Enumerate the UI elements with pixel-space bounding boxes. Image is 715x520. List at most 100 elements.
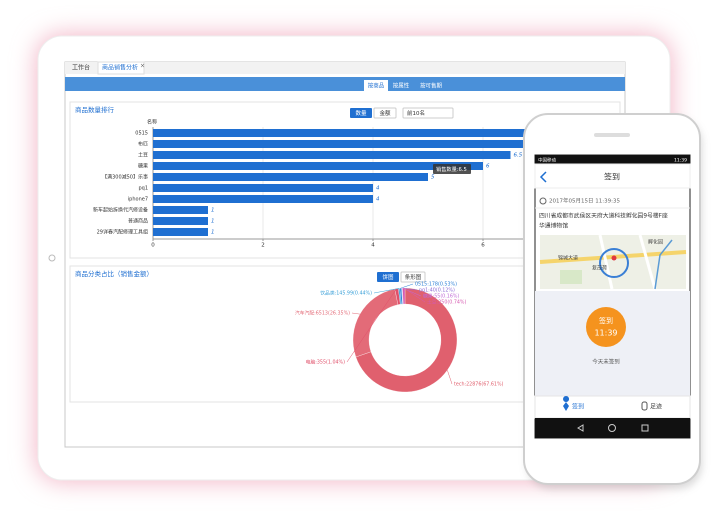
nav-home[interactable] (608, 424, 616, 432)
phone-speaker (594, 133, 630, 137)
address: 华通博物馆 (539, 222, 568, 230)
clock-icon (539, 197, 547, 205)
x-tick-label: 6 (481, 243, 485, 249)
location-range (599, 248, 629, 278)
tab-close[interactable]: × (140, 63, 145, 70)
y-tick-label: 0515 (135, 131, 148, 137)
sub-tab[interactable]: 按属性 (393, 82, 410, 90)
button-active[interactable] (350, 108, 372, 118)
bar-chart: 0246805157布匹7土豆6.5糖果6【满300减50】乐事5pq14iph… (93, 127, 595, 249)
map-label: 孵化园 (648, 239, 663, 246)
data-label: tech:22876(67.61%) (454, 382, 504, 388)
select[interactable] (402, 107, 454, 119)
leader-line (373, 288, 400, 294)
tab[interactable]: 工作台 (72, 64, 90, 72)
checkin-status: 今天未签到 (592, 358, 620, 366)
bar (153, 162, 483, 170)
map-park (560, 270, 582, 284)
location-pin (611, 255, 617, 261)
value-label: 4 (376, 197, 380, 203)
tooltip: 销售数量:6.5 (436, 165, 467, 173)
bar (153, 217, 208, 225)
button[interactable]: 数量 (355, 109, 367, 117)
tooltip-box (433, 164, 471, 174)
value-label: 1 (211, 219, 215, 225)
data-label: 汽车汽配:6513(26.35%) (295, 310, 350, 317)
sub-tab-active[interactable] (364, 80, 388, 91)
bar (153, 228, 208, 236)
clock: 11:39 (674, 158, 687, 164)
nav-recent[interactable] (641, 424, 649, 432)
panel-title: 商品数量排行 (75, 105, 115, 114)
nav-item[interactable]: 足迹 (650, 403, 662, 411)
button[interactable]: 饼图 (382, 273, 394, 281)
sub-tab[interactable]: 按可售期 (420, 82, 443, 90)
nav-icon (641, 401, 648, 411)
bar (153, 151, 511, 159)
value-label: 4 (376, 186, 380, 192)
address: 四川省成都市武侯区天府大道科技孵化园9号楼F座 (539, 212, 668, 220)
button-active[interactable] (377, 272, 399, 282)
tab[interactable]: 商品销售分析 (102, 64, 138, 72)
x-tick-label: 0 (151, 243, 155, 249)
sub-tab[interactable]: 按商品 (368, 82, 385, 90)
leader-line (346, 288, 397, 363)
tab-bar (65, 62, 625, 74)
data-label: 土豆:250(0.74%) (427, 299, 466, 306)
select-value[interactable]: 前10名 (407, 109, 425, 117)
bar (153, 173, 428, 181)
checkin-time[interactable]: 11:39 (594, 329, 617, 338)
bar (153, 140, 538, 148)
x-tick-label: 4 (371, 243, 375, 249)
tab-active[interactable] (97, 61, 145, 75)
status-bar (535, 155, 690, 164)
map-label: 锦城大道 (558, 255, 578, 262)
value-label: 6.5 (514, 153, 523, 159)
map-route (654, 239, 673, 290)
checkin-button[interactable] (586, 307, 626, 347)
y-tick-label: 布匹 (138, 141, 148, 148)
app-header (534, 163, 691, 189)
back-button[interactable] (539, 171, 547, 183)
data-label: 0515:178(0.53%) (415, 282, 457, 288)
donut-chart: tech:22876(67.61%) 汽车汽配:6513(26.35%) 电脑:35… (295, 282, 504, 393)
y-tick-label: iphone7 (128, 197, 148, 203)
bottom-nav (534, 395, 691, 419)
button[interactable] (373, 107, 397, 119)
value-label: 6 (486, 164, 490, 170)
leader-line (402, 287, 422, 297)
nav-item[interactable]: 签到 (572, 403, 584, 411)
y-tick-label: 糖果 (138, 163, 148, 170)
button[interactable]: 金额 (379, 109, 391, 117)
checkin-label[interactable]: 签到 (599, 316, 613, 325)
button[interactable]: 条形图 (405, 273, 422, 281)
value-label: 1 (211, 230, 215, 236)
map-road (598, 234, 614, 290)
bar (153, 184, 373, 192)
nav-back[interactable] (577, 424, 584, 432)
leader-line (403, 287, 426, 303)
leader-line (447, 370, 453, 385)
datetime: 2017年05月15日 11:39:35 (549, 197, 620, 205)
panel-title: 商品分类占比（销售金额） (75, 269, 153, 278)
phone: 中国移动 11:39 签到 2017年05月15日 11:39:35 四川省成都… (523, 113, 702, 489)
android-nav (535, 418, 690, 438)
page-title: 签到 (604, 172, 620, 182)
x-tick-label: 2 (261, 243, 265, 249)
sub-tab-bar (65, 77, 625, 91)
bar (153, 129, 538, 137)
button[interactable] (400, 271, 426, 283)
value-label: 1 (211, 208, 215, 214)
donut-slice (355, 287, 458, 393)
tablet-camera (48, 254, 56, 262)
y-tick-label: 土豆 (138, 152, 148, 159)
map-road (638, 234, 657, 290)
data-label: 饮品类:145.99(0.44%) (320, 290, 372, 297)
nav-icon (563, 396, 570, 411)
carrier: 中国移动 (538, 157, 556, 164)
y-tick-label: 普通商品 (128, 218, 148, 225)
value-label: 5 (431, 175, 435, 181)
category-axis-label: 名称 (147, 119, 157, 126)
